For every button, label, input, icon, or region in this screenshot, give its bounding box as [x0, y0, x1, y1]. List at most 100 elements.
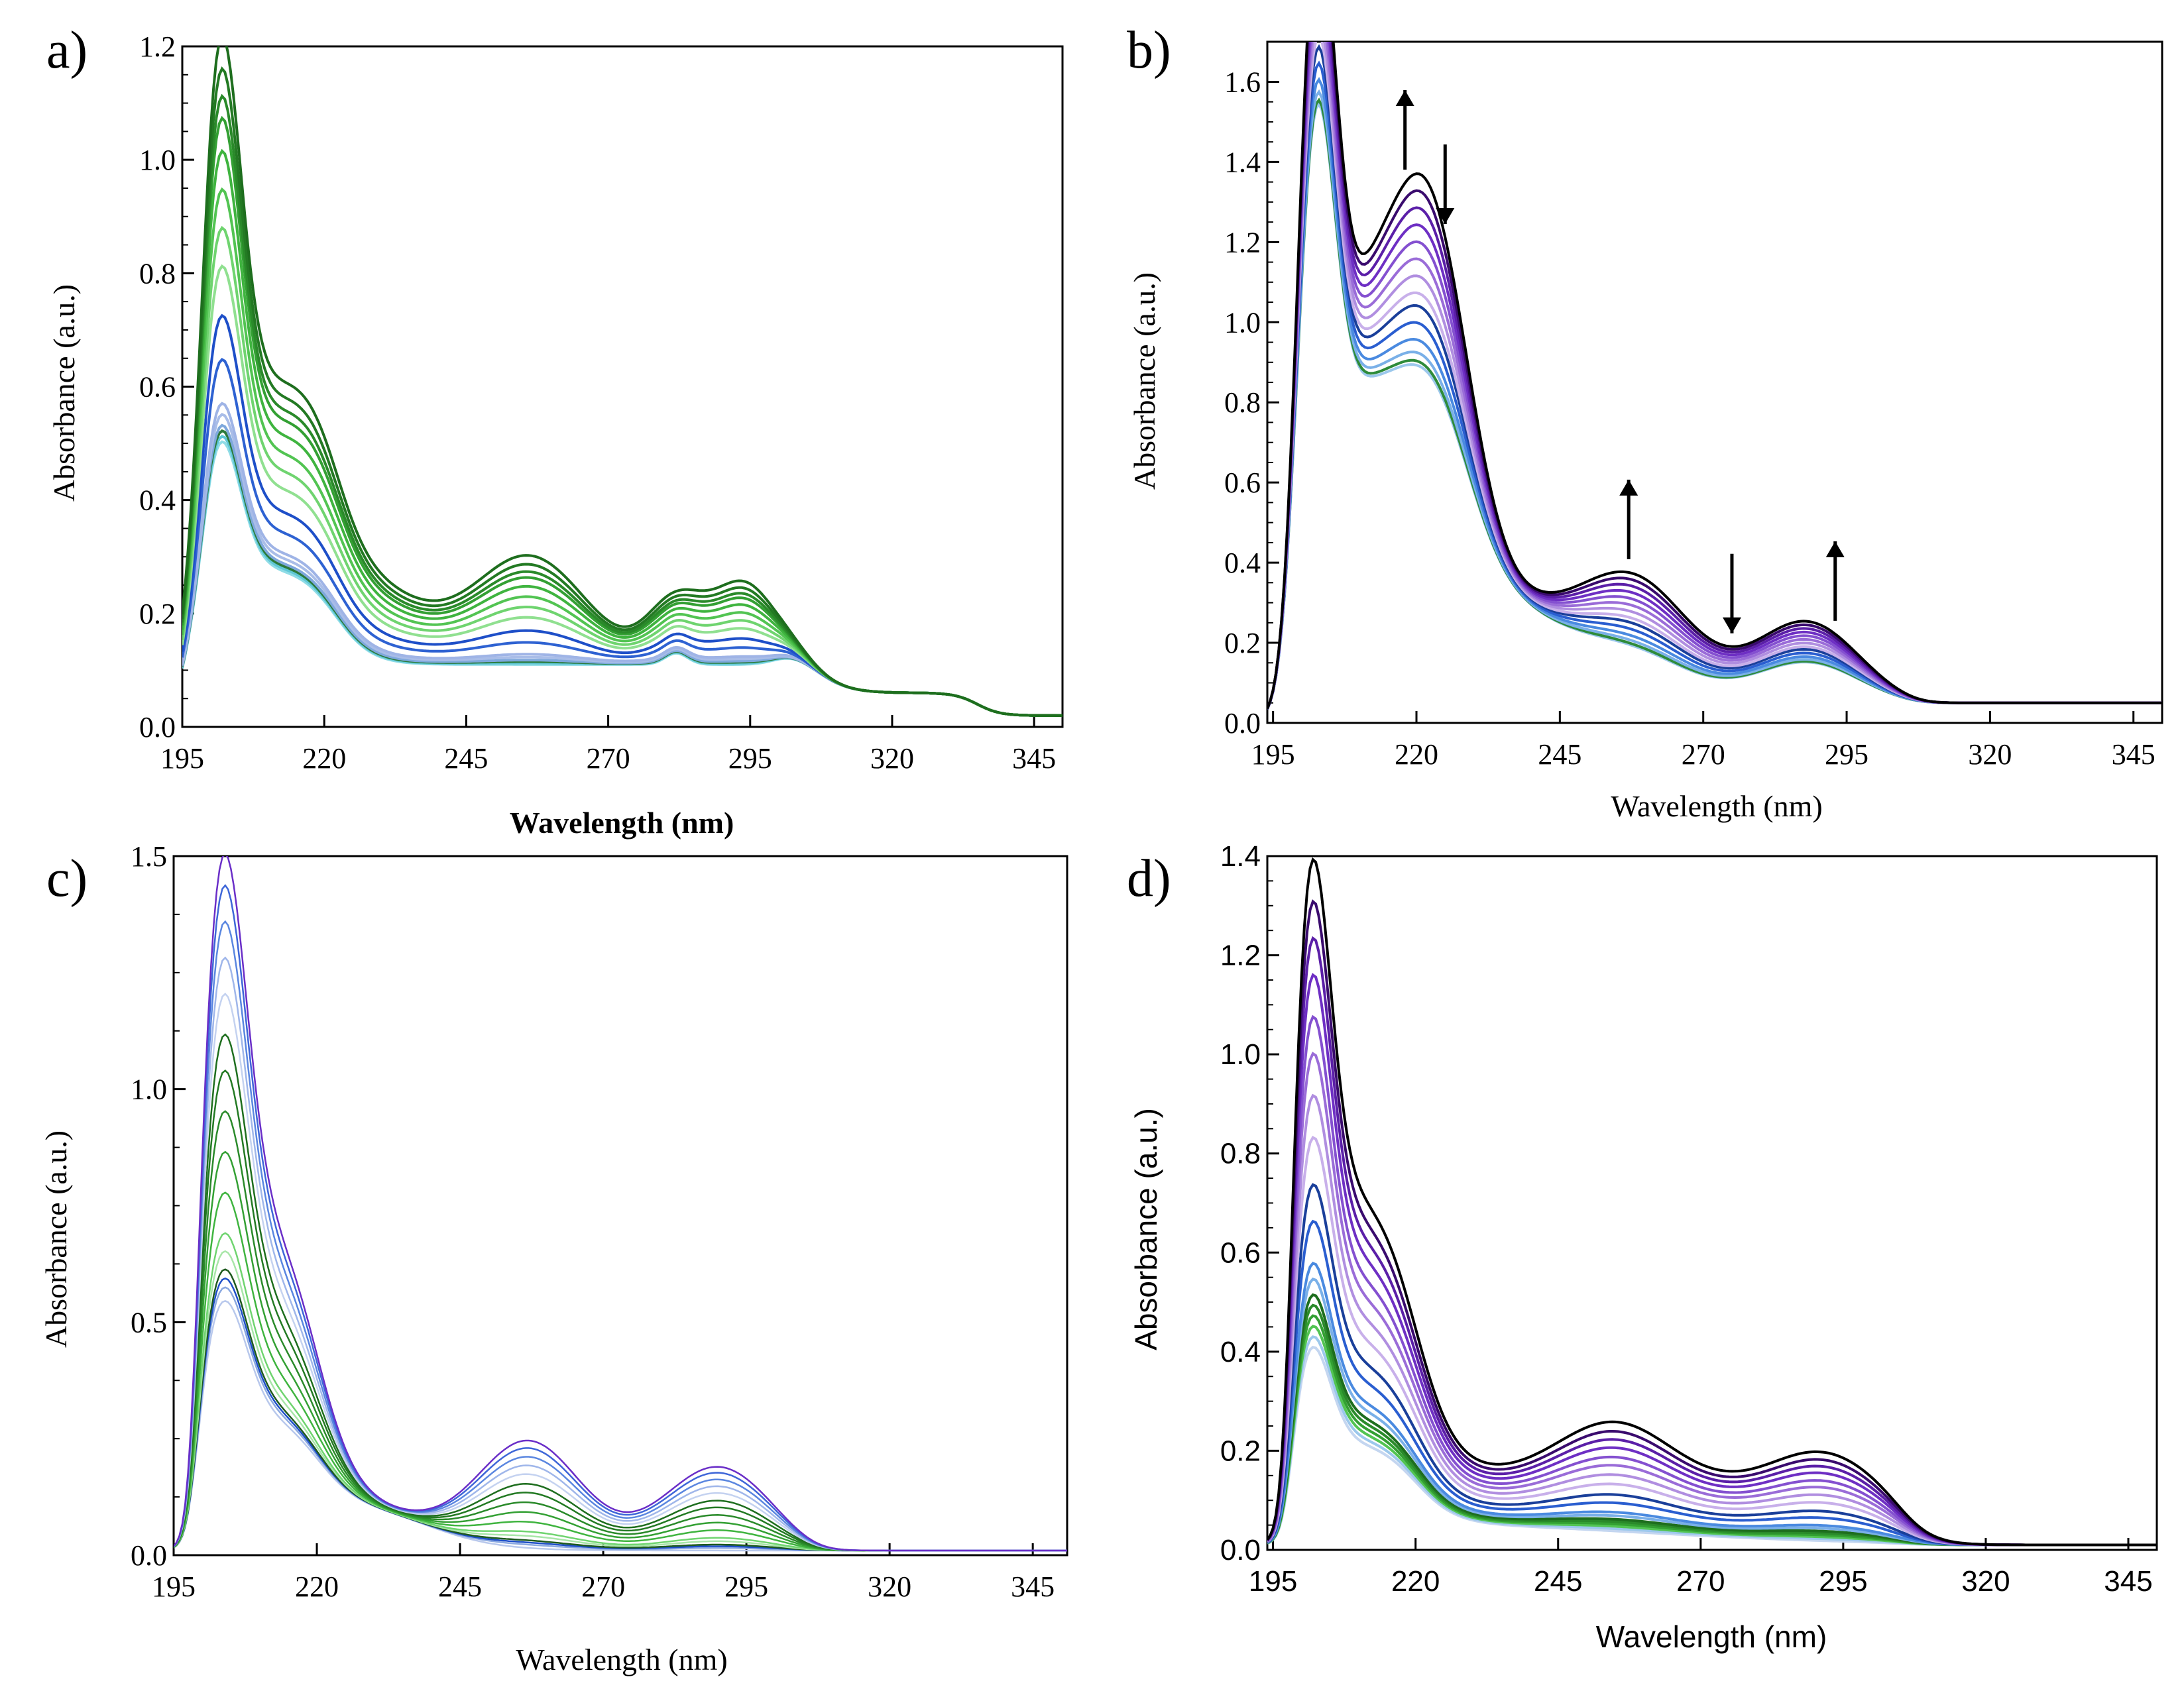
x-tick-label: 270	[1682, 738, 1725, 771]
y-tick-label: 0.2	[139, 598, 176, 630]
y-tick-label: 0.6	[1220, 1236, 1261, 1269]
y-tick-label: 0.8	[1220, 1138, 1261, 1170]
series-line	[182, 264, 1063, 717]
series-line	[1267, 89, 2162, 710]
y-tick-label: 0.4	[139, 484, 176, 517]
series-line	[174, 992, 1067, 1552]
x-tick-label: 220	[1395, 738, 1438, 771]
y-tick-label: 0.8	[139, 257, 176, 290]
series-line	[1267, 857, 2157, 1547]
y-axis-label: Absorbance (a.u.)	[1129, 1108, 1163, 1350]
y-tick-label: 0.8	[1224, 386, 1261, 419]
y-tick-label: 0.6	[1224, 466, 1261, 499]
panel-d: d) Absorbance (a.u.) Wavelength (nm) 195…	[1127, 840, 2158, 1654]
x-axis-label: Wavelength (nm)	[510, 806, 734, 840]
series-line	[1267, 60, 2162, 710]
annotation-arrowhead	[1825, 541, 1845, 557]
y-tick-label: 0.4	[1220, 1336, 1261, 1368]
y-tick-label: 0.5	[131, 1306, 167, 1339]
x-axis-label: Wavelength (nm)	[516, 1643, 727, 1676]
series-line	[182, 413, 1063, 717]
x-tick-label: 270	[587, 742, 630, 775]
series-group	[174, 856, 1067, 1552]
plot-area: 195 220 245 270 295 320 345 0.0 0.5 1.0 1.5	[131, 840, 1068, 1603]
panel-c: c) Absorbance (a.u.) Wavelength (nm) 195…	[39, 840, 1068, 1676]
x-tick-label: 245	[444, 742, 488, 775]
series-line	[182, 423, 1063, 717]
series-line	[182, 93, 1063, 717]
x-tick-label: 320	[1961, 1565, 2010, 1598]
annotation-arrowhead	[1619, 479, 1638, 496]
x-tick-label: 220	[295, 1570, 339, 1603]
x-axis-label: Wavelength (nm)	[1596, 1619, 1827, 1654]
x-tick-label: 195	[1251, 738, 1295, 771]
x-tick-label: 345	[2112, 738, 2155, 771]
series-line	[1267, 77, 2162, 710]
series-group	[1267, 857, 2157, 1547]
axes-frame	[181, 45, 1064, 728]
series-line	[174, 1033, 1067, 1552]
x-tick-label: 295	[1819, 1565, 1867, 1598]
series-line	[1267, 101, 2162, 710]
panel-label: b)	[1127, 21, 1171, 80]
series-line	[174, 956, 1067, 1552]
y-tick-label: 1.4	[1220, 840, 1261, 873]
series-line	[182, 46, 1063, 717]
x-tick-label: 195	[152, 1570, 196, 1603]
y-tick-label: 0.0	[1220, 1534, 1261, 1566]
y-tick-label: 1.0	[1224, 306, 1261, 339]
x-tick-label: 345	[1012, 742, 1056, 775]
x-tick-label: 345	[1011, 1570, 1055, 1603]
x-tick-label: 245	[1538, 738, 1581, 771]
y-tick-label: 1.2	[139, 30, 176, 63]
series-group	[182, 46, 1063, 717]
series-line	[174, 856, 1067, 1552]
x-tick-label: 320	[868, 1570, 911, 1603]
x-tick-label: 295	[1825, 738, 1868, 771]
y-axis-label: Absorbance (a.u.)	[47, 284, 81, 502]
y-tick-label: 0.2	[1224, 627, 1261, 659]
axes-frame	[172, 855, 1068, 1557]
plot-area: 195 220 245 270 295 320 345 0.0 0.2 0.4 0.6 0.8 1.0 1…	[1224, 40, 2163, 771]
y-tick-label: 1.0	[139, 144, 176, 176]
annotation-arrowhead	[1436, 208, 1455, 225]
x-tick-label: 220	[1391, 1565, 1440, 1598]
x-tick-label: 195	[1249, 1565, 1297, 1598]
panel-a: a) Absorbance (a.u.) Wavelength (nm) 195…	[46, 21, 1064, 840]
axes-frame	[1266, 40, 2163, 724]
y-tick-label: 0.4	[1224, 547, 1261, 579]
series-line	[174, 920, 1067, 1552]
plot-area: 195 220 245 270 295 320 345 0.0 0.2 0.4 0.6 0.8 1.0 1…	[1220, 840, 2158, 1598]
series-line	[1267, 42, 2162, 710]
y-tick-label: 0.0	[1224, 707, 1261, 739]
series-line	[174, 1268, 1067, 1552]
y-tick-label: 0.0	[139, 711, 176, 743]
series-line	[182, 66, 1063, 717]
series-group	[1267, 42, 2162, 710]
series-line	[1267, 97, 2162, 710]
series-line	[174, 1250, 1067, 1552]
y-tick-label: 1.5	[131, 840, 167, 873]
x-tick-label: 320	[870, 742, 914, 775]
y-axis-label: Absorbance (a.u.)	[39, 1130, 73, 1348]
panel-label: c)	[46, 849, 87, 908]
panel-b: b) Absorbance (a.u.) Wavelength (nm) 195…	[1127, 21, 2163, 823]
series-line	[174, 884, 1067, 1552]
y-tick-label: 1.4	[1224, 146, 1261, 178]
series-line	[1267, 1052, 2157, 1547]
x-tick-label: 320	[1968, 738, 2012, 771]
series-line	[1267, 42, 2162, 710]
x-tick-label: 195	[160, 742, 204, 775]
y-tick-label: 0.2	[1220, 1435, 1261, 1467]
y-tick-label: 1.0	[131, 1073, 167, 1106]
panel-label: a)	[46, 21, 87, 80]
x-tick-label: 295	[728, 742, 772, 775]
x-tick-label: 270	[581, 1570, 625, 1603]
x-tick-label: 245	[1534, 1565, 1582, 1598]
x-axis-label: Wavelength (nm)	[1611, 789, 1822, 823]
annotation-arrowhead	[1722, 617, 1741, 633]
series-line	[182, 225, 1063, 717]
y-axis-label: Absorbance (a.u.)	[1127, 272, 1161, 490]
series-line	[174, 1069, 1067, 1552]
annotation-arrowhead	[1395, 90, 1414, 107]
